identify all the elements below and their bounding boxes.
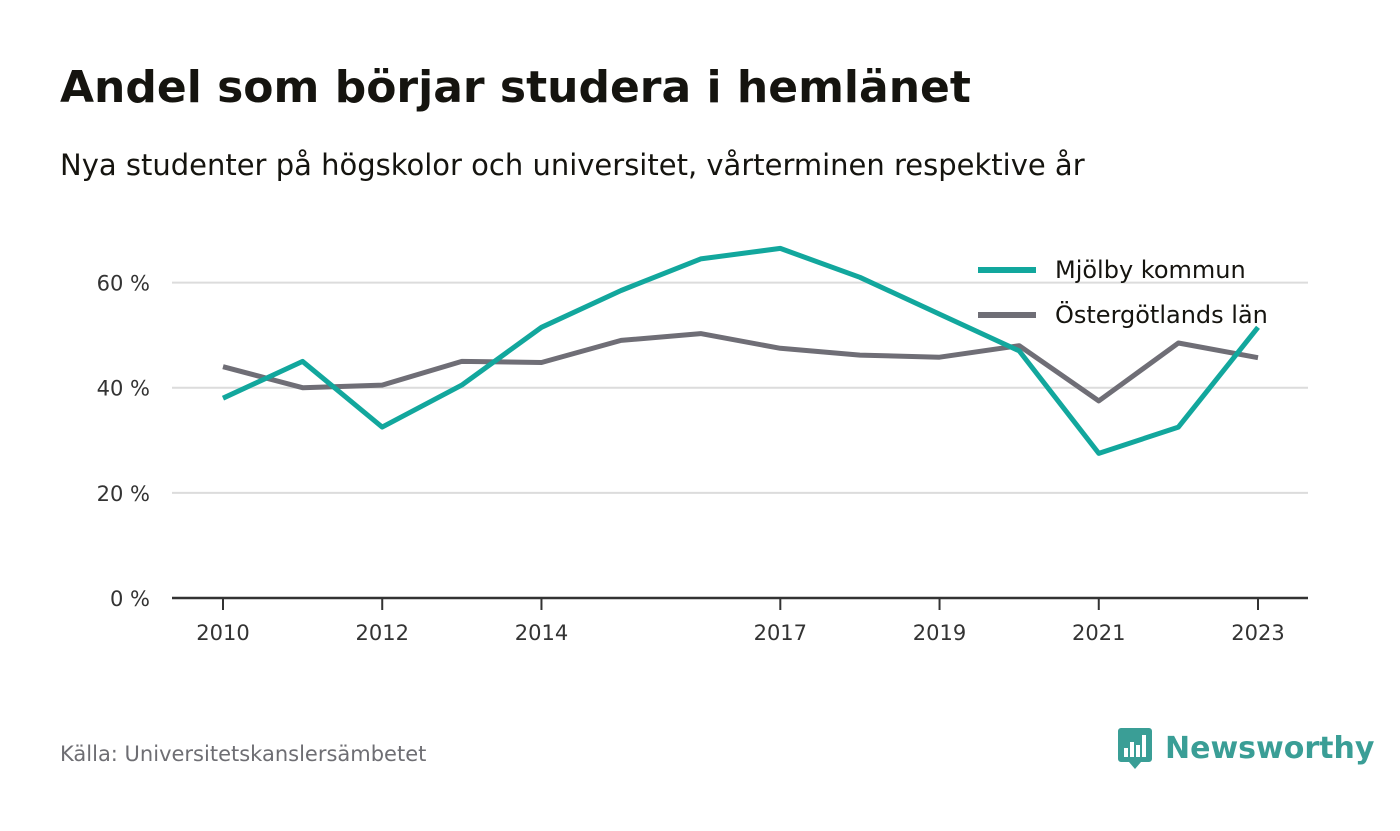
- newsworthy-icon: [1118, 728, 1152, 769]
- x-tick-label: 2010: [196, 621, 249, 645]
- brand-name: Newsworthy: [1165, 730, 1375, 766]
- y-tick-label: 60 %: [97, 272, 150, 296]
- legend-label: Östergötlands län: [1055, 300, 1268, 329]
- chart-subtitle: Nya studenter på högskolor och universit…: [60, 148, 1085, 182]
- newsworthy-logo: Newsworthy: [1117, 726, 1374, 770]
- x-tick-label: 2021: [1072, 621, 1125, 645]
- legend-label: Mjölby kommun: [1055, 256, 1246, 284]
- chart-title: Andel som börjar studera i hemlänet: [60, 62, 971, 113]
- y-tick-label: 20 %: [97, 482, 150, 506]
- series-line-2: [222, 331, 1259, 404]
- x-tick-label: 2012: [356, 621, 409, 645]
- source-note: Källa: Universitetskanslersämbetet: [60, 742, 427, 766]
- x-tick-label: 2023: [1231, 621, 1284, 645]
- x-tick-label: 2014: [515, 621, 568, 645]
- y-tick-label: 40 %: [97, 377, 150, 401]
- x-tick-label: 2017: [754, 621, 807, 645]
- y-tick-label: 0 %: [110, 587, 150, 611]
- x-tick-label: 2019: [913, 621, 966, 645]
- series-line-1: [221, 245, 1260, 456]
